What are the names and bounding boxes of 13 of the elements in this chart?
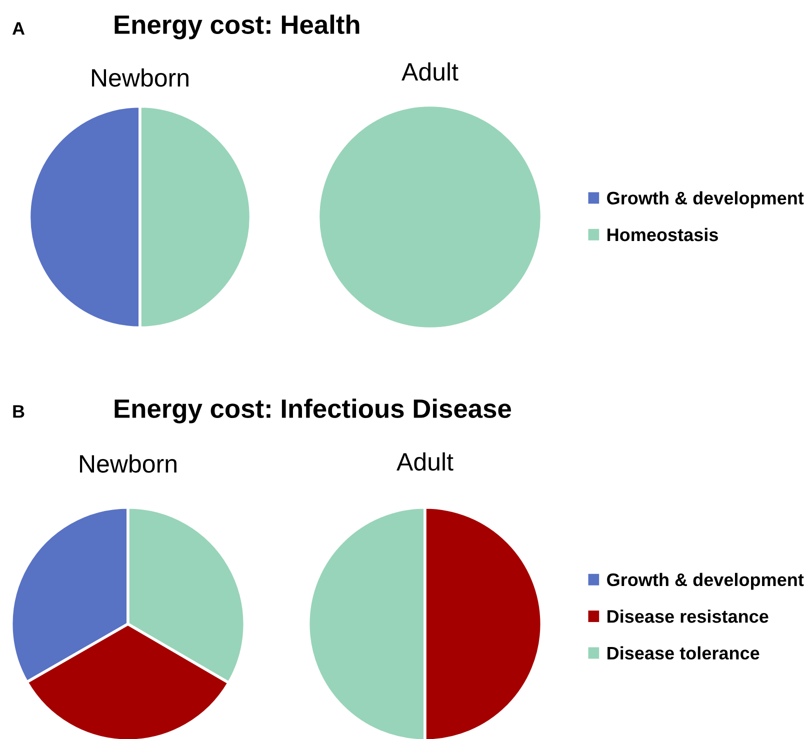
legend-label: Growth & development — [607, 191, 804, 208]
chart-title: Newborn — [80, 454, 176, 473]
text: Energy cost: Infectious Disease — [114, 398, 511, 424]
chart-title: Adult — [402, 62, 458, 81]
text: A — [12, 22, 25, 35]
chart-title: Adult — [396, 452, 454, 471]
legend-label: Disease tolerance — [608, 646, 760, 660]
legend-label: Growth & development — [607, 572, 804, 590]
legend-label: Homeostasis — [608, 228, 718, 242]
text: Energy cost: Health — [114, 14, 360, 40]
text: B — [13, 405, 24, 418]
chart-title: Newborn — [92, 68, 188, 87]
legend-label: Disease resistance — [608, 610, 768, 623]
